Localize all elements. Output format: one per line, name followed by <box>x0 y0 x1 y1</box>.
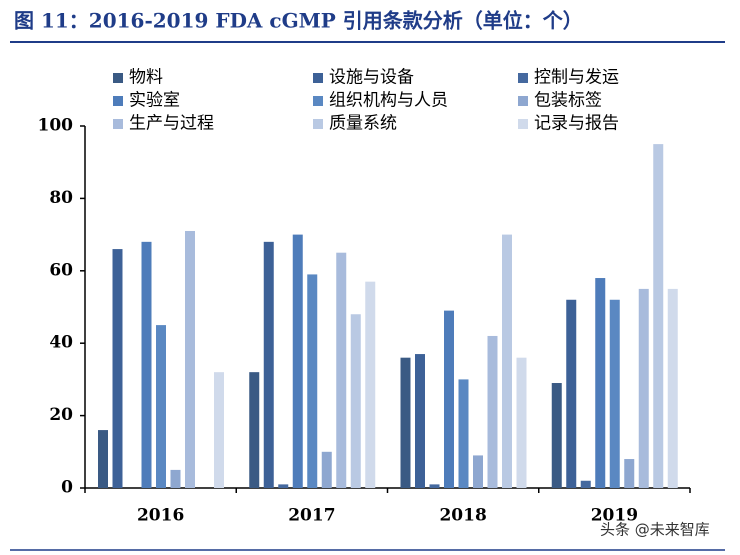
legend-swatch <box>518 96 528 106</box>
bar <box>566 299 577 488</box>
legend-label: 物料 <box>129 68 163 88</box>
bar <box>458 379 469 488</box>
bar <box>624 459 635 488</box>
bar <box>170 469 181 488</box>
bar <box>653 144 664 488</box>
bar <box>185 230 195 489</box>
legend-label: 控制与发运 <box>534 68 619 88</box>
y-tick-label: 0 <box>61 478 73 498</box>
bar <box>263 241 274 488</box>
bar <box>580 480 591 488</box>
legend-swatch <box>518 119 528 129</box>
bar <box>609 299 620 488</box>
legend-swatch <box>313 96 323 106</box>
bar <box>415 354 425 488</box>
legend-swatch <box>113 96 123 106</box>
legend-swatch <box>518 73 528 83</box>
x-tick-label: 2016 <box>137 506 184 526</box>
chart-title: 图 11：2016-2019 FDA cGMP 引用条款分析（单位：个） <box>14 9 583 33</box>
bar <box>551 383 562 488</box>
bar <box>429 484 440 488</box>
bar <box>487 335 498 488</box>
legend-label: 实验室 <box>129 91 180 111</box>
bar <box>141 241 152 488</box>
legend-label: 生产与过程 <box>129 114 214 134</box>
bar <box>473 455 483 488</box>
y-tick-label: 80 <box>49 188 73 208</box>
bar <box>350 314 361 488</box>
legend-label: 包装标签 <box>534 91 602 111</box>
x-tick-label: 2018 <box>439 506 486 526</box>
bar <box>336 252 347 488</box>
bar <box>667 288 678 488</box>
legend-swatch <box>113 119 123 129</box>
bar <box>156 325 166 488</box>
bar <box>502 234 512 488</box>
bar <box>365 281 376 488</box>
bar <box>444 310 454 488</box>
bar <box>400 357 411 488</box>
bar <box>214 372 224 488</box>
legend-swatch <box>313 73 323 83</box>
bar <box>98 430 108 488</box>
legend-label: 设施与设备 <box>329 68 414 88</box>
bar <box>321 451 332 488</box>
bar <box>516 357 527 488</box>
legend-swatch <box>313 119 323 129</box>
y-tick-label: 100 <box>38 116 74 136</box>
bar <box>307 274 318 488</box>
y-tick-label: 20 <box>49 405 73 425</box>
y-tick-label: 40 <box>49 333 73 353</box>
bar <box>292 234 303 488</box>
y-tick-label: 60 <box>49 260 73 280</box>
bar <box>595 278 606 488</box>
bar <box>278 484 289 488</box>
legend-label: 记录与报告 <box>534 114 619 134</box>
legend-swatch <box>113 73 123 83</box>
bar <box>638 288 649 488</box>
bar <box>249 372 260 488</box>
bar <box>112 249 123 488</box>
legend-label: 组织机构与人员 <box>329 91 448 111</box>
watermark: 头条 @未来智库 <box>600 521 710 539</box>
x-tick-label: 2019 <box>591 506 638 526</box>
legend-label: 质量系统 <box>329 114 397 134</box>
x-tick-label: 2017 <box>288 506 335 526</box>
